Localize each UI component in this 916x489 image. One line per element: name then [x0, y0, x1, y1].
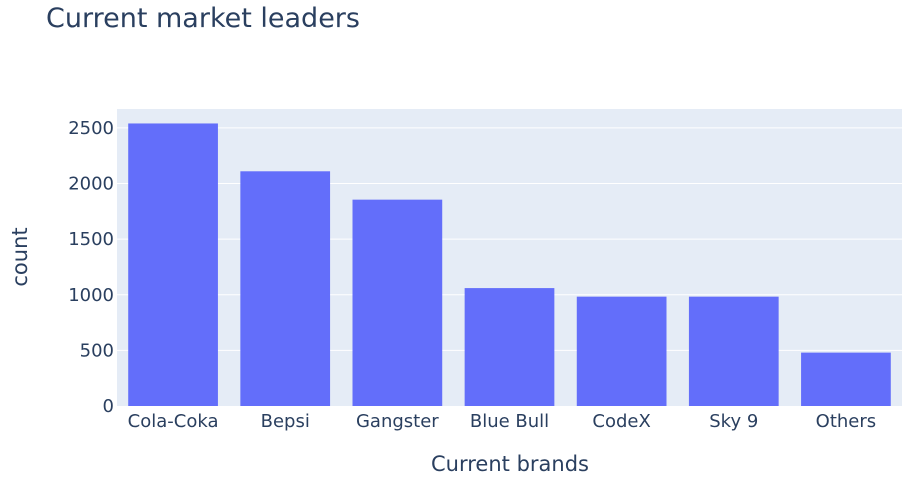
chart-title: Current market leaders [46, 3, 360, 34]
x-axis-ticks: Cola-Coka Bepsi Gangster Blue Bull CodeX Sky … [128, 411, 877, 432]
x-tick-label: Cola-Coka [128, 411, 219, 432]
bar-codex[interactable] [576, 296, 667, 406]
x-tick-label: Sky 9 [709, 411, 758, 432]
bar-blue-bull[interactable] [464, 288, 555, 406]
y-tick-label: 500 [80, 340, 114, 361]
x-tick-label: Blue Bull [470, 411, 549, 432]
x-tick-label: Bepsi [261, 411, 310, 432]
x-tick-label: CodeX [592, 411, 650, 432]
bar-bepsi[interactable] [240, 171, 331, 406]
bar-others[interactable] [801, 352, 891, 406]
y-tick-label: 0 [103, 396, 114, 417]
bar-sky-9[interactable] [688, 296, 779, 406]
y-tick-label: 2000 [68, 174, 114, 195]
y-tick-label: 1500 [68, 229, 114, 250]
y-axis-ticks: 0 500 1000 1500 2000 2500 [68, 118, 114, 417]
y-axis-title: count [8, 227, 32, 286]
x-axis-title: Current brands [431, 452, 589, 476]
bars [128, 123, 891, 407]
bar-cola-coka[interactable] [128, 123, 218, 407]
x-tick-label: Others [816, 411, 877, 432]
y-tick-label: 1000 [68, 285, 114, 306]
bar-gangster[interactable] [352, 199, 443, 406]
y-tick-label: 2500 [68, 118, 114, 139]
x-tick-label: Gangster [356, 411, 439, 432]
